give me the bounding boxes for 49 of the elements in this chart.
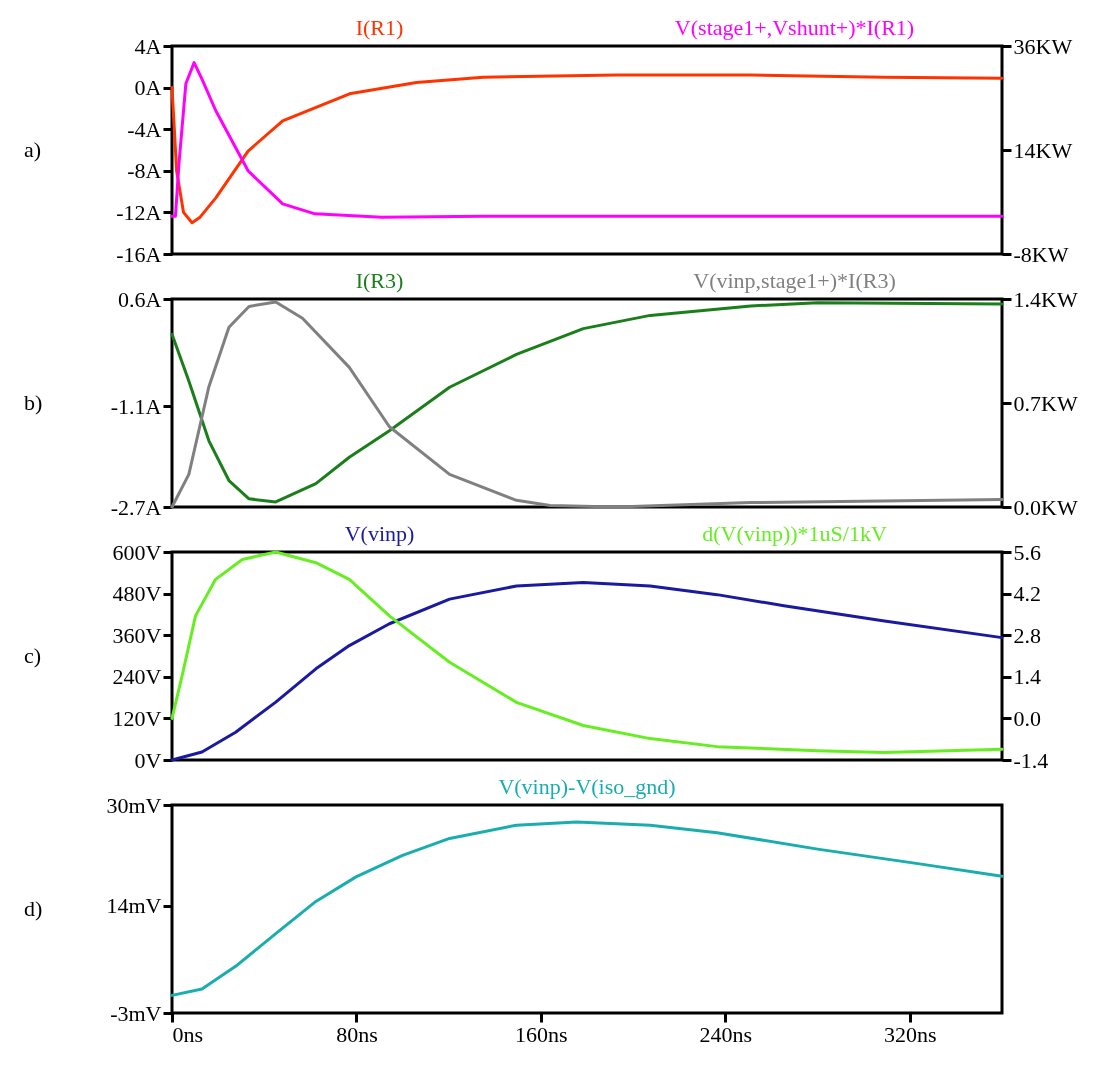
y2-tick-label: 0.0KW [1013,494,1078,520]
y-tick-label: -8A [127,158,162,184]
y2-tick-label: 4.2 [1013,581,1041,607]
y-tick-label: -2.7A [110,494,162,520]
text: b) [24,390,43,415]
line-series [170,581,1004,762]
y2-tick-label: 1.4 [1013,664,1041,690]
y-tick-label: 0V [134,747,162,773]
y2-tick-label: 0.7KW [1013,390,1078,416]
line-series [170,550,1004,755]
y2-tick-label: -8KW [1013,241,1069,267]
y-tick-label: -1.1A [110,393,162,419]
text: c) [24,643,42,668]
y2-tick-label: -1.4 [1013,747,1049,773]
y-tick-label: 14mV [106,893,162,919]
y-tick-label: -12A [116,199,162,225]
y-tick-label: 30mV [106,792,162,818]
y2-tick-label: 14KW [1013,137,1073,163]
x-tick-label: 240ns [699,1021,753,1047]
x-tick-label: 80ns [336,1021,378,1047]
text: a) [24,137,42,162]
series-label: I(R1) [355,15,404,40]
x-tick-label: 0ns [172,1021,204,1047]
text: I(R3) [355,268,404,293]
y2-tick-label: 36KW [1013,33,1073,59]
y-tick-label: 0.6A [118,286,162,312]
y-tick-label: 360V [112,622,162,648]
line-series [170,820,1004,997]
y2-tick-label: 5.6 [1013,539,1041,565]
y-tick-label: -4A [127,116,162,142]
y-tick-label: -3mV [110,1000,162,1026]
text: V(vinp) [344,521,415,546]
y-tick-label: 0A [134,75,162,101]
y2-tick-label: 1.4KW [1013,286,1078,312]
x-tick-label: 160ns [515,1021,568,1047]
x-tick-label: 320ns [884,1021,937,1047]
y2-tick-label: 0.0 [1013,705,1041,731]
text: V(vinp,stage1+)*I(R3) [693,268,896,293]
text: d) [24,896,43,921]
y-tick-label: 4A [134,33,162,59]
y-tick-label: -16A [116,241,162,267]
y-tick-label: 240V [112,664,162,690]
y-tick-label: 120V [112,705,162,731]
text: d(V(vinp))*1uS/1kV [702,521,887,546]
series-label: V(vinp)-V(iso_gnd) [498,774,676,799]
y2-tick-label: 2.8 [1013,622,1041,648]
text: V(stage1+,Vshunt+)*I(R1) [674,15,915,40]
y-tick-label: 600V [112,539,162,565]
y-tick-label: 480V [112,581,162,607]
